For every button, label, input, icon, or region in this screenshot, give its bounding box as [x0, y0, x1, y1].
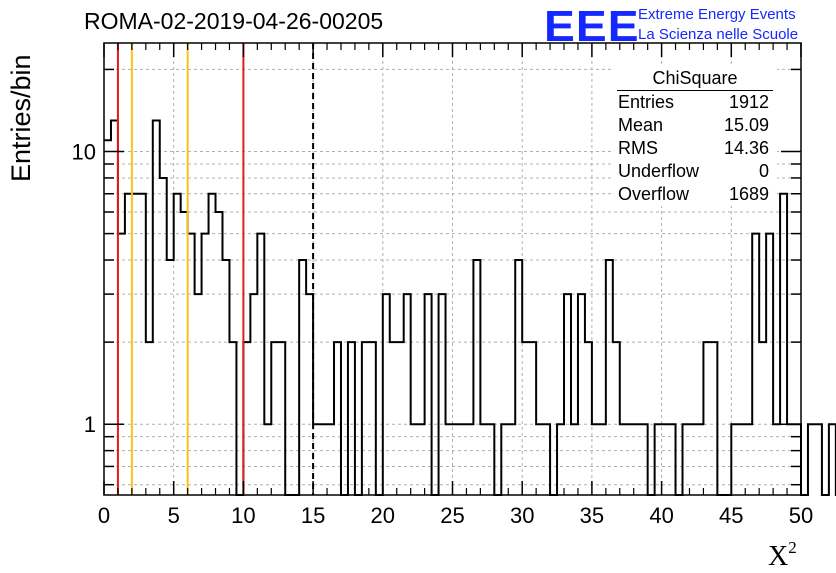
stats-value: 15.09	[723, 115, 769, 135]
histogram-series	[104, 119, 836, 496]
x-tick-label: 20	[371, 503, 395, 528]
x-tick-label: 25	[440, 503, 464, 528]
x-tick-label: 30	[510, 503, 534, 528]
stats-value: 1912	[728, 92, 769, 112]
x-axis-label-sup: 2	[788, 538, 797, 557]
stats-row-rms: RMS 14.36	[611, 137, 777, 160]
x-tick-label: 0	[98, 503, 110, 528]
y-tick-label: 1	[84, 412, 96, 437]
eee-logo: EEE	[544, 2, 640, 51]
stats-row-entries: Entries 1912	[611, 91, 777, 114]
stats-box: ChiSquare Entries 1912 Mean 15.09 RMS 14…	[611, 66, 777, 206]
stats-value: 14.36	[723, 138, 769, 158]
x-tick-label: 45	[719, 503, 743, 528]
stats-label: RMS	[618, 138, 658, 158]
chart-title: ROMA-02-2019-04-26-00205	[84, 8, 384, 34]
x-tick-label: 5	[168, 503, 180, 528]
stats-row-underflow: Underflow 0	[611, 160, 777, 183]
stats-label: Underflow	[618, 161, 700, 181]
stats-label: Overflow	[618, 184, 690, 204]
stats-row-mean: Mean 15.09	[611, 114, 777, 137]
x-tick-label: 40	[649, 503, 673, 528]
x-tick-label: 50	[789, 503, 813, 528]
stats-title: ChiSquare	[617, 66, 773, 91]
stats-label: Mean	[618, 115, 664, 135]
x-axis-label-main: X	[768, 541, 789, 572]
logo-line-1: Extreme Energy Events	[638, 6, 796, 23]
stats-row-overflow: Overflow 1689	[611, 183, 777, 206]
x-axis-label: X2	[768, 538, 797, 573]
x-tick-label: 35	[580, 503, 604, 528]
x-tick-label: 10	[231, 503, 255, 528]
eee-logo-text: Extreme Energy Events La Scienza nelle S…	[638, 5, 798, 45]
x-tick-label: 15	[301, 503, 325, 528]
logo-line-2: La Scienza nelle Scuole	[638, 26, 799, 43]
stats-value: 0	[758, 161, 769, 181]
stats-label: Entries	[618, 92, 675, 112]
y-tick-label: 10	[72, 140, 96, 165]
stats-value: 1689	[728, 184, 769, 204]
y-axis-label: Entries/bin	[6, 54, 36, 182]
